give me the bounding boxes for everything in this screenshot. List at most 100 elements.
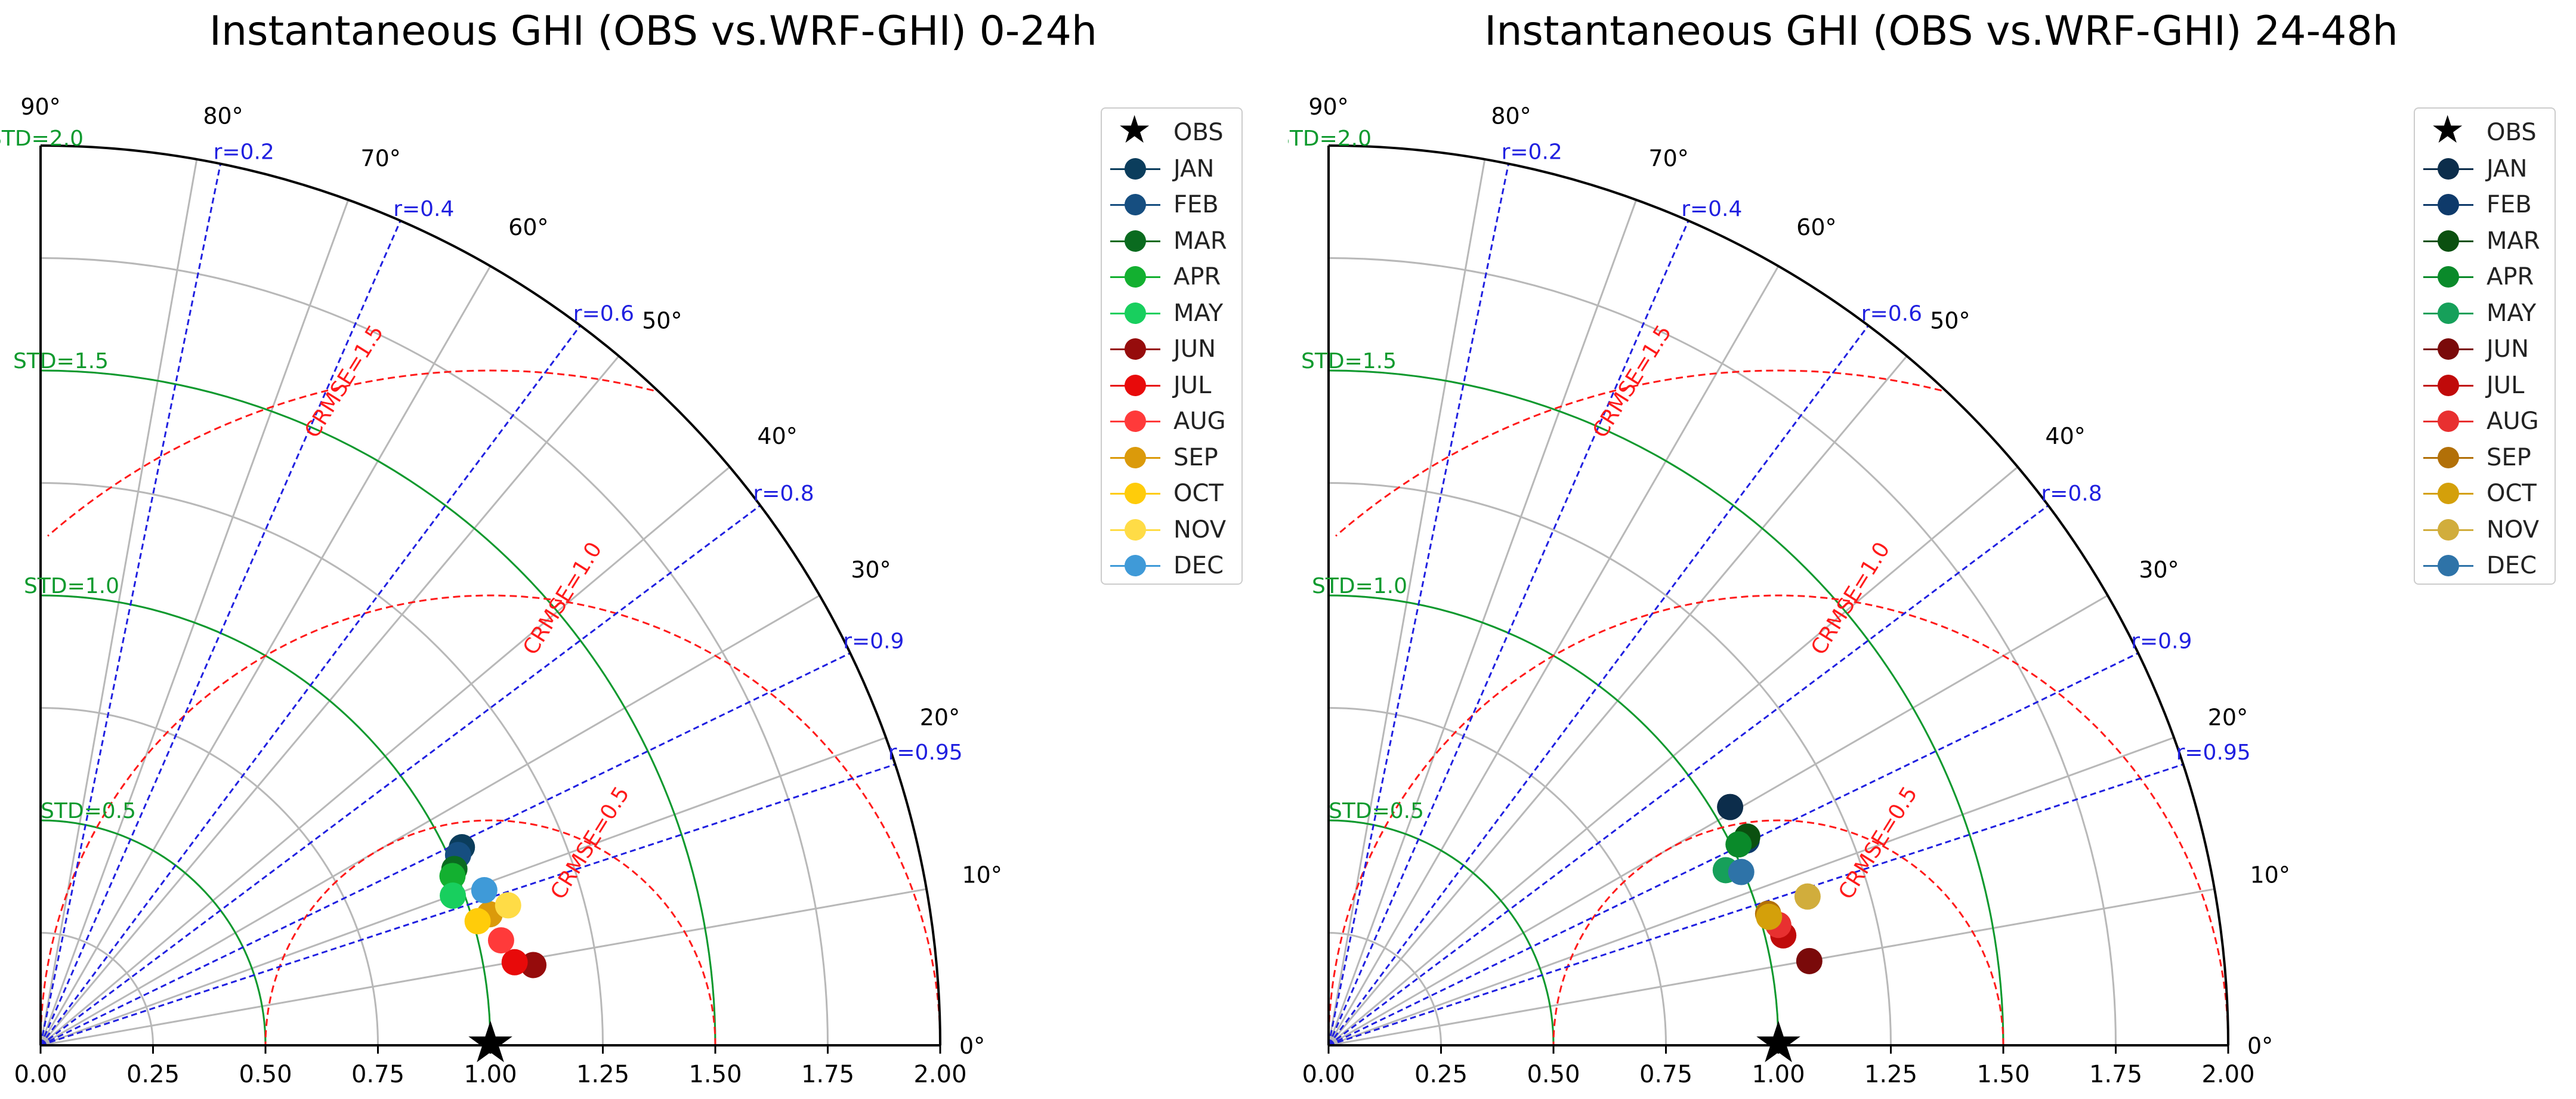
legend-entry-apr: APR (2415, 259, 2555, 295)
corr-label: r=0.4 (393, 197, 454, 221)
legend-label: OBS (1173, 119, 1224, 146)
legend-0: ★ OBS JAN FEB MAR APR MAY JUN JUL AUG SEP OCT NOV DEC (1101, 107, 1243, 585)
legend-dot-marker (2438, 302, 2459, 324)
legend-1: ★ OBS JAN FEB MAR APR MAY JUN JUL AUG SEP OCT NOV DEC (2414, 107, 2556, 585)
angle-label: 0° (959, 1033, 985, 1059)
legend-dot-marker (2438, 555, 2459, 576)
data-point-apr (1725, 831, 1752, 858)
legend-label: DEC (1173, 552, 1224, 579)
std-arc (1328, 369, 2004, 1046)
legend-entry-nov: NOV (1102, 512, 1241, 548)
crmse-label: CRMSE=1.5 (300, 321, 388, 442)
data-point-dec (471, 877, 498, 904)
angle-label: 80° (203, 103, 243, 129)
legend-dot-marker (1125, 555, 1146, 576)
x-tick-label: 1.00 (1752, 1061, 1805, 1088)
corr-label: r=0.9 (843, 629, 904, 654)
data-point-oct (464, 908, 491, 935)
crmse-label: CRMSE=1.0 (1806, 538, 1895, 659)
legend-dot-marker (1125, 230, 1146, 252)
data-point-apr (439, 863, 466, 890)
angle-label: 50° (1930, 308, 1970, 334)
crmse-arc (1327, 594, 2229, 1046)
obs-star: ★ (1753, 1009, 1804, 1076)
std-label: STD=1.5 (1301, 349, 1397, 373)
x-tick-label: 0.00 (14, 1061, 67, 1088)
corr-label: r=0.6 (573, 302, 634, 326)
legend-label: DEC (2487, 552, 2537, 579)
std-grid-arc (1328, 257, 2117, 1046)
angle-label: 20° (2208, 705, 2248, 731)
legend-entry-sep: SEP (2415, 440, 2555, 476)
corr-line (1327, 163, 1510, 1046)
legend-label: SEP (2487, 443, 2531, 471)
corr-line (40, 652, 851, 1046)
x-tick-label: 0.50 (239, 1061, 292, 1088)
legend-entry-nov: NOV (2415, 512, 2555, 548)
legend-entry-feb: FEB (1102, 187, 1241, 223)
legend-entry-feb: FEB (2415, 187, 2555, 223)
std-grid-arc (1328, 482, 1892, 1046)
legend-label: JUN (2487, 335, 2529, 363)
x-tick-label: 1.25 (1864, 1061, 1917, 1088)
legend-entry-jul: JUL (2415, 368, 2555, 403)
std-grid-arc (40, 932, 154, 1046)
angle-label: 40° (757, 423, 797, 449)
legend-dot-marker (1125, 194, 1146, 215)
legend-entry-jul: JUL (1102, 368, 1241, 403)
angle-label: 50° (642, 308, 682, 334)
crmse-arc (1335, 369, 1942, 537)
legend-entry-mar: MAR (2415, 223, 2555, 259)
legend-dot-marker (1125, 410, 1146, 432)
std-grid-arc (40, 482, 604, 1046)
legend-label: JAN (2487, 155, 2528, 183)
crmse-arc (47, 369, 654, 537)
legend-label: JAN (1173, 155, 1215, 183)
legend-dot-marker (1125, 302, 1146, 324)
legend-label: APR (1173, 263, 1221, 291)
data-point-dec (1728, 859, 1755, 885)
legend-dot-marker (1125, 518, 1146, 541)
legend-entry-oct: OCT (2415, 476, 2555, 511)
legend-entry-apr: APR (1102, 259, 1241, 295)
x-tick-label: 0.75 (351, 1061, 404, 1088)
std-label: STD=1.0 (24, 574, 119, 598)
chart-title: Instantaneous GHI (OBS vs.WRF-GHI) 0-24h (209, 8, 1097, 55)
legend-dot-marker (2438, 518, 2459, 541)
std-grid-arc (40, 257, 829, 1046)
std-arc (40, 819, 267, 1046)
std-grid-arc (40, 707, 379, 1046)
legend-label: FEB (1173, 191, 1219, 218)
legend-label: OCT (2487, 480, 2537, 507)
angle-label: 10° (962, 862, 1002, 888)
crmse-arc (264, 819, 716, 1046)
angle-label: 70° (360, 145, 400, 171)
taylor-panel-0: Instantaneous GHI (OBS vs.WRF-GHI) 0-24h… (0, 8, 1243, 1088)
corr-label: r=0.9 (2131, 629, 2192, 654)
legend-entry-mar: MAR (1102, 223, 1241, 259)
crmse-label: CRMSE=1.0 (518, 538, 607, 659)
corr-line (1328, 505, 2049, 1046)
corr-label: r=0.95 (888, 740, 963, 765)
angle-label: 0° (2247, 1033, 2273, 1059)
corr-line (39, 220, 401, 1046)
legend-dot-marker (2438, 158, 2459, 180)
angle-label: 30° (2139, 557, 2179, 583)
angle-label: 10° (2250, 862, 2290, 888)
legend-entry-may: MAY (2415, 295, 2555, 331)
std-grid-arc (1328, 707, 1667, 1046)
x-tick-label: 0.00 (1302, 1061, 1355, 1088)
legend-label: NOV (1173, 515, 1227, 544)
legend-label: JUN (1173, 335, 1216, 363)
std-label: STD=2.0 (0, 126, 84, 151)
taylor-panel-1: Instantaneous GHI (OBS vs.WRF-GHI) 24-48… (1288, 0, 2576, 1099)
legend-entry-sep: SEP (1102, 440, 1241, 476)
x-tick-label: 2.00 (2201, 1061, 2254, 1088)
legend-entry-jan: JAN (2415, 151, 2555, 187)
corr-line (1327, 220, 1689, 1046)
x-tick-label: 0.50 (1527, 1061, 1580, 1088)
legend-dot-marker (1125, 374, 1146, 396)
x-tick-label: 0.75 (1639, 1061, 1692, 1088)
std-arc (40, 369, 716, 1046)
x-tick-label: 0.25 (1414, 1061, 1468, 1088)
